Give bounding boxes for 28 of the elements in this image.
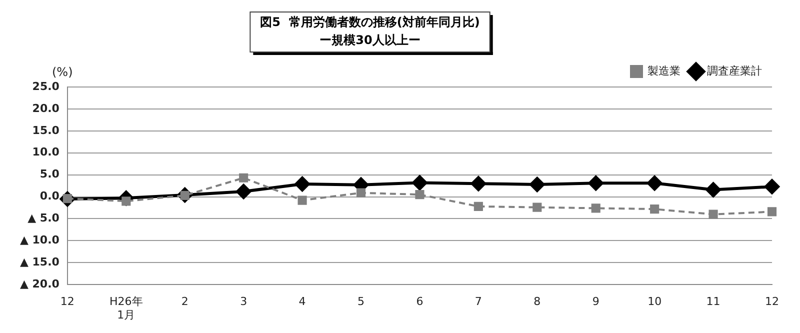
- legend-label: 調査産業計: [707, 64, 762, 78]
- y-tick-label: 20.0: [32, 102, 60, 115]
- x-tick-label: 5: [358, 295, 364, 308]
- y-tick-label: ▲ 15.0: [20, 256, 60, 269]
- x-tick-label: 2: [181, 295, 188, 308]
- y-tick-label: 25.0: [32, 80, 60, 93]
- chart-title: 図5 常用労働者数の推移(対前年同月比): [260, 15, 480, 30]
- x-tick-label: 12: [765, 295, 779, 308]
- y-tick-label: 15.0: [32, 124, 60, 137]
- y-tick-label: ▲ 5.0: [28, 212, 60, 225]
- y-tick-label: ▲ 10.0: [20, 234, 60, 247]
- x-tick-label: 8: [534, 295, 541, 308]
- x-tick-label: 4: [298, 295, 306, 308]
- x-tick-label: 3: [240, 295, 248, 308]
- x-tick-label: 6: [416, 295, 424, 308]
- y-tick-label: 10.0: [32, 146, 60, 159]
- y-tick-label: 0.0: [40, 190, 60, 203]
- x-tick-label: H26年 1月: [110, 295, 143, 322]
- y-axis-title: (%): [52, 65, 73, 80]
- x-tick-label: 12: [60, 295, 74, 308]
- x-tick-label: 11: [706, 295, 720, 308]
- legend-label: 製造業: [648, 64, 680, 78]
- x-tick-label: 7: [474, 295, 482, 308]
- y-tick-label: ▲ 20.0: [20, 277, 60, 290]
- chart-subtitle: ー規模30人以上ー: [320, 33, 420, 48]
- x-tick-label: 9: [592, 295, 600, 308]
- y-tick-label: 5.0: [40, 168, 60, 181]
- x-tick-label: 10: [648, 295, 662, 308]
